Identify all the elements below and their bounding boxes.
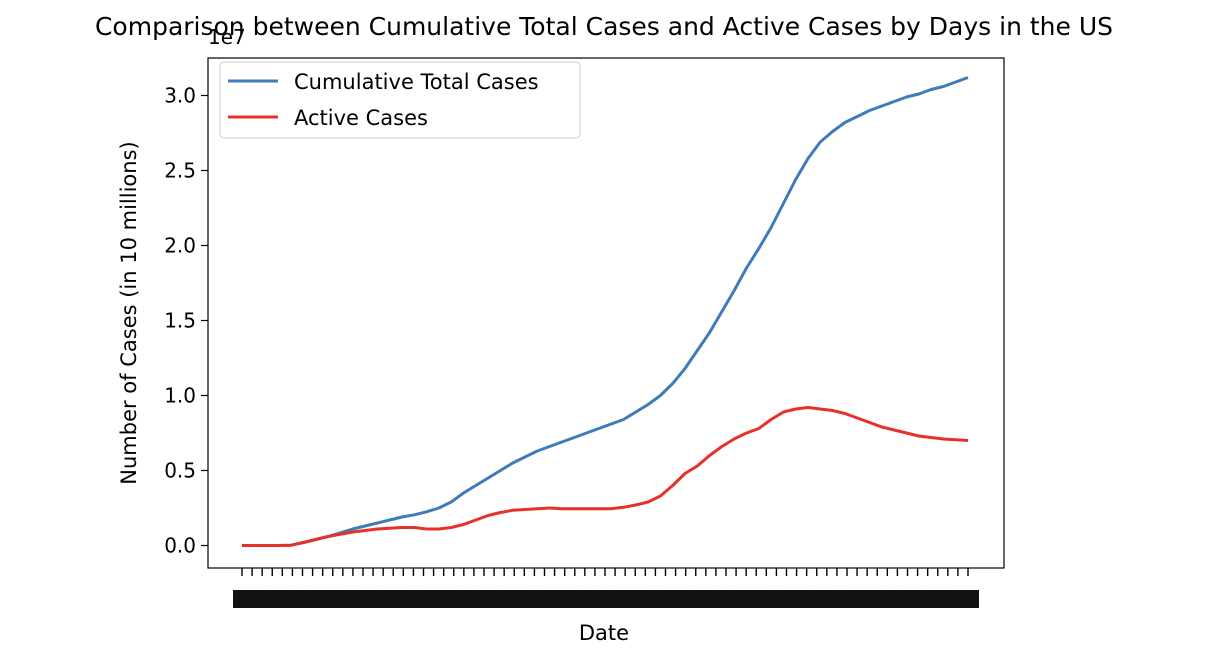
y-tick-label: 2.0: [164, 234, 196, 258]
axis-ticks: 0.0 0.5 1.0 1.5 2.0 2.5 3.0: [164, 84, 208, 558]
y-tick-label: 2.5: [164, 159, 196, 183]
y-tick-label: 0.5: [164, 459, 196, 483]
legend-label-cumulative: Cumulative Total Cases: [294, 70, 539, 94]
series-line-active: [242, 406, 969, 547]
legend-frame: [219, 61, 581, 139]
y-tick-label: 1.0: [164, 384, 196, 408]
y-offset-label: 1e7: [208, 25, 246, 49]
legend: Cumulative Total Cases Active Cases: [219, 61, 581, 139]
y-axis-label: Number of Cases (in 10 millions): [117, 141, 141, 484]
series-lines: [242, 76, 969, 547]
y-tick-label: 3.0: [164, 84, 196, 108]
x-axis-label: Date: [579, 621, 629, 645]
x-tick-label-overlap: [959, 590, 979, 608]
plot-frame: [207, 57, 1005, 569]
y-tick-label: 1.5: [164, 309, 196, 333]
chart-title: Comparison between Cumulative Total Case…: [95, 12, 1113, 41]
legend-label-active: Active Cases: [294, 106, 428, 130]
series-line-cumulative: [242, 76, 969, 547]
y-tick-label: 0.0: [164, 534, 196, 558]
x-tick-marks: [233, 568, 979, 608]
